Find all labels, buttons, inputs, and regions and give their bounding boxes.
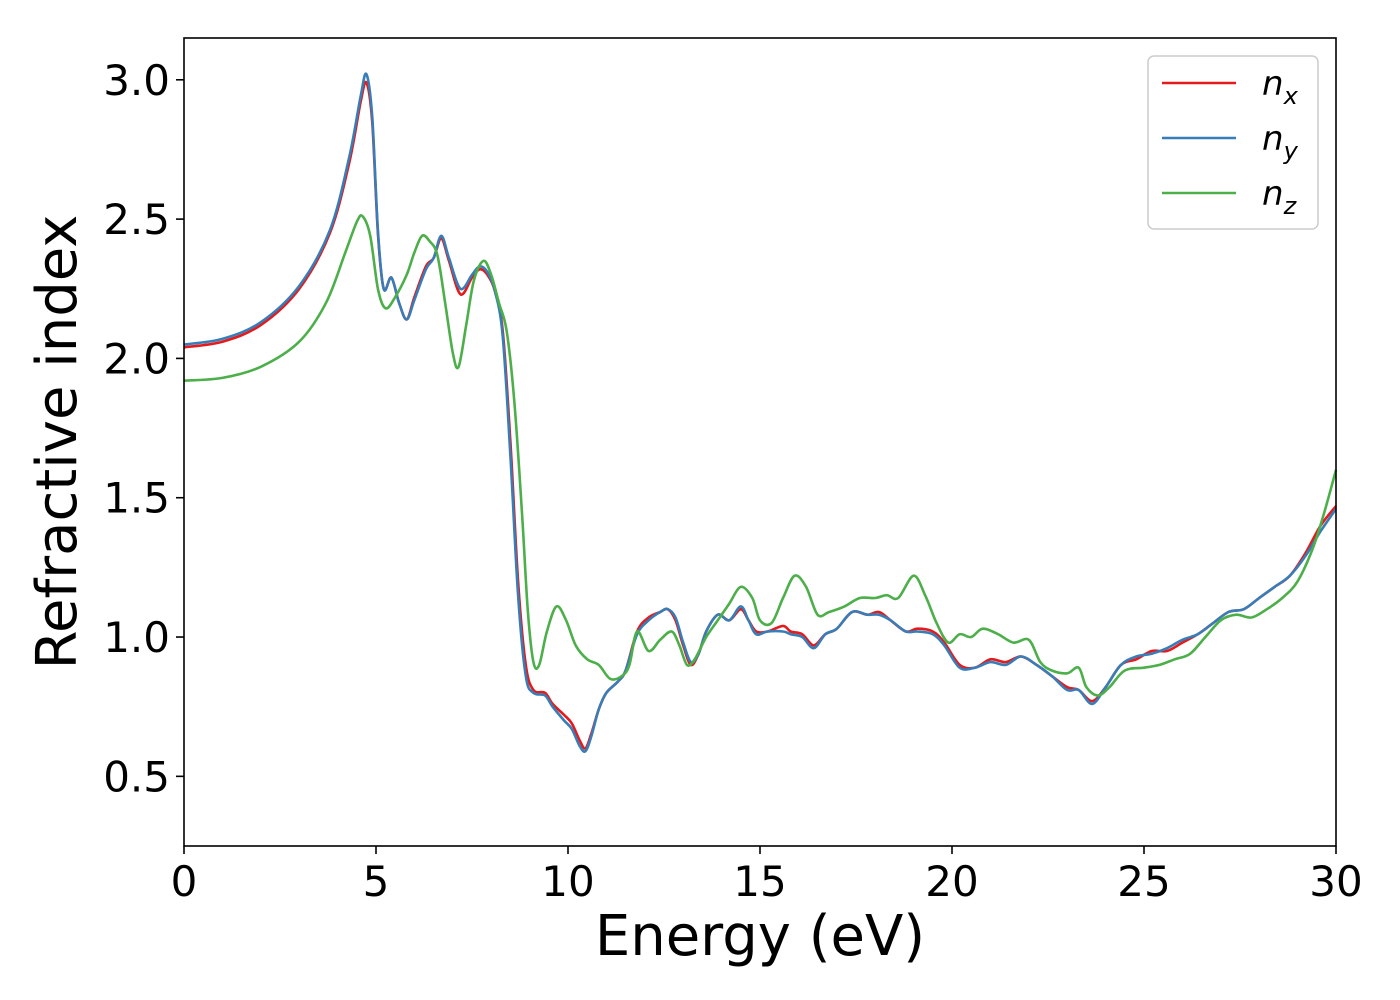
legend-label-subscript: y — [1283, 137, 1299, 165]
y-tick-label: 0.5 — [103, 752, 170, 801]
x-tick-label: 30 — [1309, 857, 1362, 906]
x-axis-title: Energy (eV) — [595, 904, 925, 969]
y-tick-label: 2.5 — [103, 195, 170, 244]
legend-label-subscript: z — [1283, 192, 1298, 220]
series-layer — [183, 72, 1338, 753]
x-tick-label: 10 — [541, 857, 594, 906]
x-tick-label: 0 — [171, 857, 198, 906]
legend-label-n-y: ny — [1262, 119, 1299, 165]
y-tick-label: 1.0 — [103, 613, 170, 662]
legend-label-n-z: nz — [1262, 174, 1298, 220]
legend-label-base: n — [1262, 64, 1284, 104]
x-tick-label: 15 — [733, 857, 786, 906]
series-line-n-z — [183, 214, 1338, 697]
y-tick-label: 2.0 — [103, 334, 170, 383]
legend-label-base: n — [1262, 174, 1284, 214]
legend-label-n-x: nx — [1262, 64, 1299, 110]
y-tick-label: 1.5 — [103, 474, 170, 523]
x-tick-label: 25 — [1117, 857, 1170, 906]
legend-label-base: n — [1262, 119, 1284, 159]
series-line-n-x — [183, 80, 1338, 750]
y-axis-ticks: 0.5 1.0 1.5 2.0 2.5 3.0 — [103, 56, 184, 801]
legend-box — [1147, 55, 1319, 230]
y-axis-title: Refractive index — [25, 215, 90, 670]
x-tick-label: 20 — [925, 857, 978, 906]
legend-label-subscript: x — [1283, 82, 1299, 110]
y-tick-label: 3.0 — [103, 56, 170, 105]
x-tick-label: 5 — [363, 857, 390, 906]
x-axis-ticks: 0 5 10 15 20 25 30 — [171, 846, 1363, 906]
